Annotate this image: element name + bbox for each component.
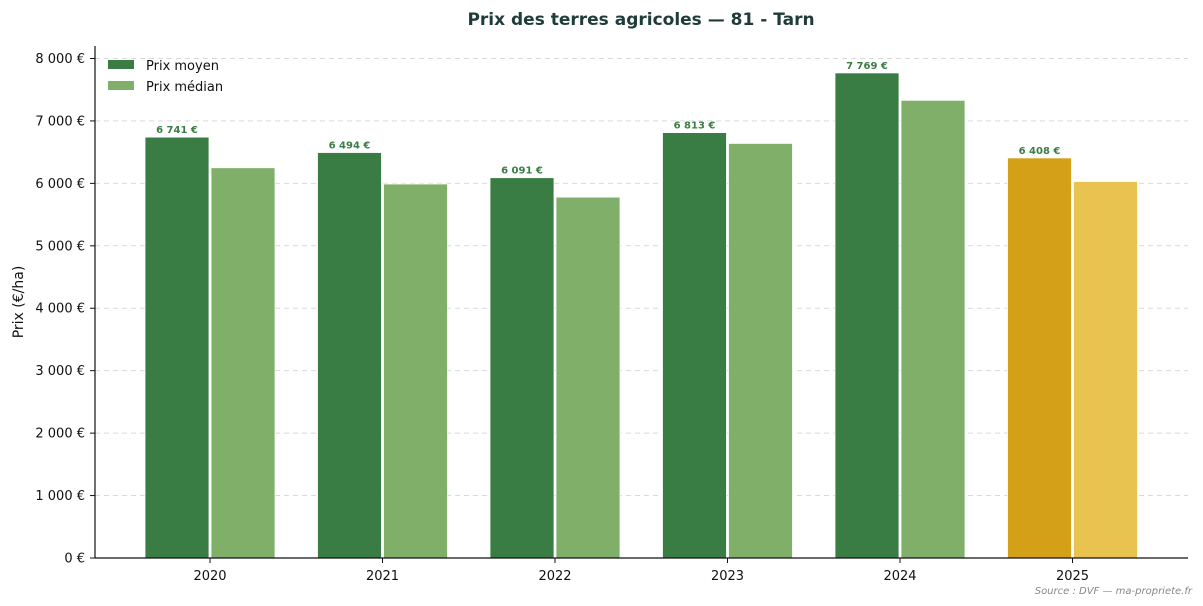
y-tick-label: 2 000 € bbox=[35, 427, 85, 442]
data-label-prix-moyen-2020: 6 741 € bbox=[156, 125, 198, 136]
source-note: Source : DVF — ma-propriete.fr bbox=[1035, 586, 1193, 597]
y-tick-label: 8 000 € bbox=[35, 52, 85, 67]
legend-swatch-prix-median bbox=[108, 81, 134, 90]
x-tick-label-2022: 2022 bbox=[538, 569, 571, 584]
legend: Prix moyen Prix médian bbox=[108, 59, 223, 95]
y-tick-label: 1 000 € bbox=[35, 489, 85, 504]
x-tick-label-2024: 2024 bbox=[883, 569, 916, 584]
y-tick-label: 6 000 € bbox=[35, 177, 85, 192]
bar-prix-moyen-2022 bbox=[489, 177, 555, 559]
x-tick-label-2021: 2021 bbox=[366, 569, 399, 584]
y-tick-label: 5 000 € bbox=[35, 239, 85, 254]
bar-prix-moyen-2024 bbox=[834, 72, 900, 559]
bar-prix-median-2023 bbox=[728, 143, 793, 559]
bars bbox=[144, 72, 1138, 559]
x-tick-label-2025: 2025 bbox=[1056, 569, 1089, 584]
legend-swatch-prix-moyen bbox=[108, 60, 134, 69]
x-tick-label-2023: 2023 bbox=[711, 569, 744, 584]
bar-prix-median-2022 bbox=[555, 196, 621, 559]
y-tick-label: 4 000 € bbox=[35, 302, 85, 317]
legend-label-prix-median: Prix médian bbox=[146, 80, 223, 95]
x-tick-label-2020: 2020 bbox=[193, 569, 226, 584]
bar-prix-moyen-2023 bbox=[662, 132, 727, 559]
y-tick-label: 0 € bbox=[64, 552, 85, 567]
data-label-prix-moyen-2024: 7 769 € bbox=[846, 61, 888, 72]
legend-label-prix-moyen: Prix moyen bbox=[146, 59, 219, 74]
chart-title: Prix des terres agricoles — 81 - Tarn bbox=[467, 10, 814, 30]
bar-prix-moyen-2025 bbox=[1007, 157, 1072, 559]
data-label-prix-moyen-2025: 6 408 € bbox=[1019, 146, 1061, 157]
bar-prix-median-2020 bbox=[210, 167, 276, 559]
y-tick-label: 7 000 € bbox=[35, 114, 85, 129]
bar-prix-moyen-2020 bbox=[144, 136, 210, 559]
y-axis-label: Prix (€/ha) bbox=[11, 266, 27, 339]
bar-prix-median-2024 bbox=[900, 99, 966, 559]
data-labels: 6 741 € 6 494 € 6 091 € 6 813 € 7 769 € 6 408… bbox=[156, 61, 1060, 177]
axes: 0 € 1 000 € 2 000 € 3 000 € 4 000 € 5 000 € 6 … bbox=[35, 46, 1188, 584]
data-label-prix-moyen-2022: 6 091 € bbox=[501, 166, 543, 177]
y-tick-label: 3 000 € bbox=[35, 364, 85, 379]
bar-prix-median-2025 bbox=[1073, 181, 1138, 559]
data-label-prix-moyen-2021: 6 494 € bbox=[329, 141, 371, 152]
grid-lines bbox=[95, 57, 1188, 497]
bar-prix-moyen-2021 bbox=[317, 152, 382, 559]
bar-prix-median-2021 bbox=[383, 183, 448, 559]
data-label-prix-moyen-2023: 6 813 € bbox=[674, 121, 716, 132]
